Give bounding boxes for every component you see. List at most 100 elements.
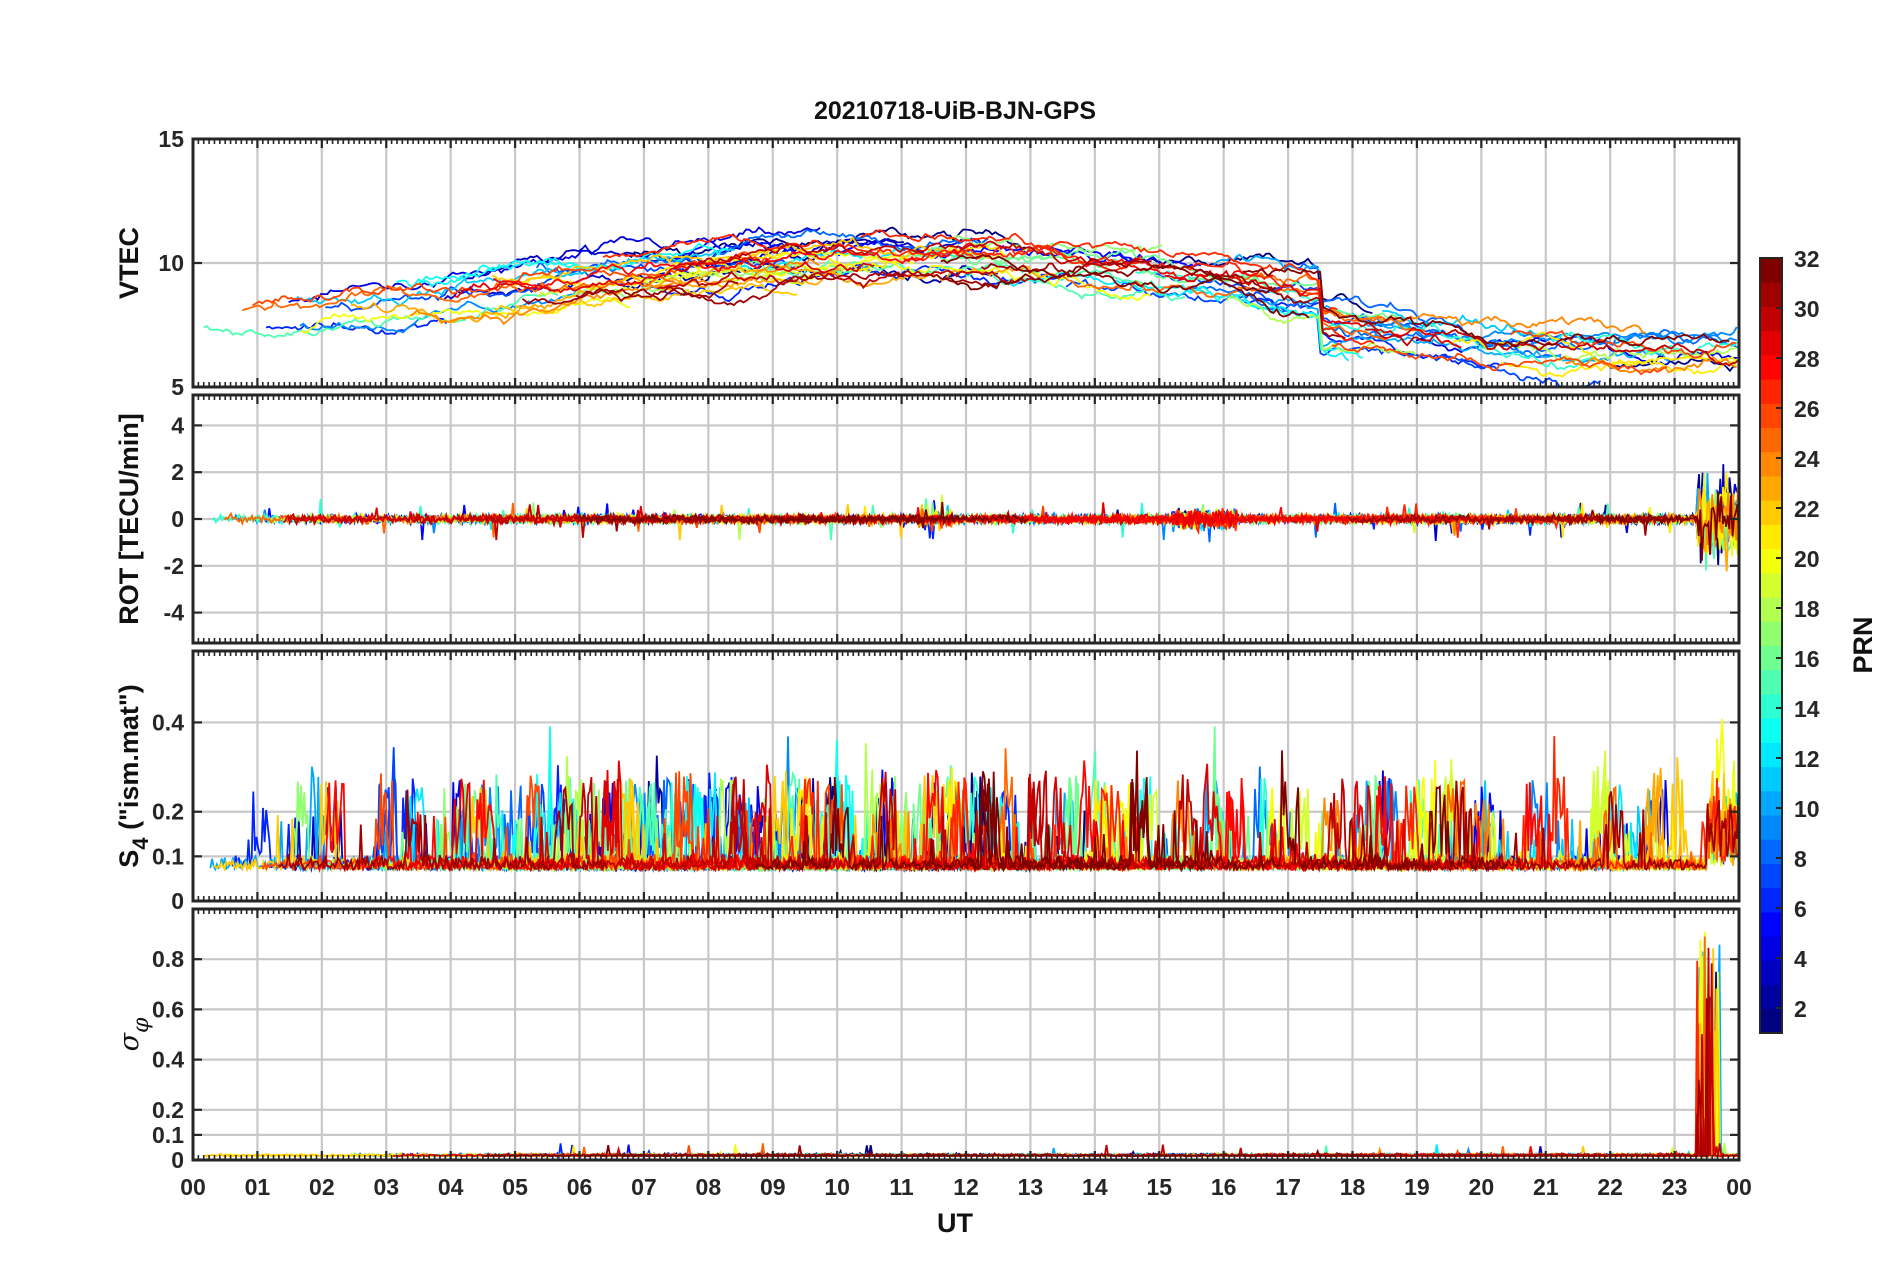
series-line-prn-16 (747, 251, 1270, 284)
series-line-prn-28 (492, 242, 987, 292)
series-line-prn-29 (454, 256, 874, 299)
colorbar-swatch (1760, 597, 1782, 622)
colorbar-tick-label: 26 (1794, 396, 1820, 422)
colorbar-swatch (1760, 984, 1782, 1010)
colorbar-swatch (1760, 790, 1782, 816)
y-tick-label: 0.4 (152, 709, 184, 735)
colorbar-swatch (1760, 742, 1782, 768)
x-tick-label: 07 (631, 1174, 657, 1200)
sigma_phi-grid (193, 909, 1739, 1160)
x-tick-label: 21 (1533, 1174, 1559, 1200)
colorbar-tick-label: 16 (1794, 646, 1820, 672)
y-tick-label: 0 (171, 888, 184, 914)
series-line-prn-25 (1335, 936, 1723, 1158)
series-line-prn-9 (1444, 951, 1739, 1158)
series-line-prn-25 (1045, 272, 1388, 341)
series-line-prn-20 (1363, 931, 1738, 1158)
x-tick-label: 12 (953, 1174, 979, 1200)
x-axis-label: UT (937, 1208, 973, 1238)
colorbar-swatch (1760, 354, 1782, 380)
y-tick-label: 4 (171, 412, 184, 438)
series-line-prn-7 (1065, 278, 1602, 387)
colorbar-tick-label: 32 (1794, 246, 1820, 272)
y-tick-label: 0.1 (152, 843, 184, 869)
series-line-prn-26 (1331, 342, 1668, 376)
s4-x-ticks (191, 651, 1741, 901)
x-tick-label: 00 (1726, 1174, 1752, 1200)
sigma_phi-y-ticks: 00.10.2 0.4 0.6 0.8 (152, 946, 1739, 1173)
y-label-main: S (114, 850, 144, 868)
x-tick-label: 18 (1340, 1174, 1366, 1200)
x-tick-label: 11 (889, 1174, 914, 1200)
x-tick-label: 02 (309, 1174, 335, 1200)
series-line-prn-32 (755, 771, 1214, 873)
colorbar-tick-label: 8 (1794, 846, 1807, 872)
colorbar-swatch (1760, 815, 1782, 840)
series-line-prn-32 (576, 509, 961, 527)
y-tick-label: 2 (171, 459, 184, 485)
sigma_phi-y-axis-label: σφ (114, 1017, 154, 1051)
colorbar-swatch (1760, 960, 1782, 986)
sigma_phi-series (204, 931, 1739, 1160)
series-line-prn-6 (1239, 297, 1507, 370)
rot-y-axis-label: ROT [TECU/min] (114, 413, 144, 624)
colorbar-swatch (1760, 766, 1782, 792)
x-tick-label: 08 (696, 1174, 722, 1200)
colorbar-swatch (1760, 669, 1782, 695)
series-line-prn-26 (1509, 329, 1737, 359)
colorbar-swatch (1760, 403, 1782, 429)
colorbar-swatch (1760, 718, 1782, 743)
colorbar-swatch (1760, 379, 1782, 404)
series-line-prn-21 (1463, 472, 1739, 555)
colorbar-tick-label: 12 (1794, 746, 1820, 772)
colorbar-swatch (1760, 693, 1782, 719)
colorbar-swatch (1760, 1008, 1782, 1034)
series-line-prn-21 (1500, 357, 1738, 378)
colorbar-swatch (1760, 427, 1782, 453)
vtec-x-ticks (191, 139, 1741, 387)
series-line-prn-30 (718, 771, 1066, 873)
y-tick-label: 0.1 (152, 1122, 184, 1148)
x-tick-label: 06 (567, 1174, 593, 1200)
x-tick-label: 17 (1275, 1174, 1301, 1200)
y-tick-label: 5 (171, 374, 184, 400)
y-tick-label: 0 (171, 1147, 184, 1173)
x-tick-label: 22 (1597, 1174, 1623, 1200)
colorbar-swatch (1760, 863, 1782, 889)
colorbar-swatch (1760, 572, 1782, 598)
colorbar-tick-label: 28 (1794, 346, 1820, 372)
series-line-prn-20 (745, 254, 914, 278)
y-label-main: σ (114, 1031, 145, 1051)
y-tick-label: 15 (158, 126, 184, 152)
series-line-prn-30 (532, 776, 831, 873)
series-line-prn-20 (650, 250, 1151, 301)
series-line-prn-24 (1316, 279, 1646, 334)
colorbar-swatch (1760, 911, 1782, 937)
colorbar-swatch (1760, 306, 1782, 332)
s4-y-ticks: 0 0.1 0.2 0.4 (152, 709, 1739, 914)
y-label-sub: φ (129, 1017, 154, 1033)
colorbar-swatch (1760, 451, 1782, 477)
colorbar-tick-label: 10 (1794, 796, 1820, 822)
colorbar-swatch (1760, 887, 1782, 913)
rot-series (211, 464, 1739, 572)
sigma_phi-x-ticks (191, 909, 1741, 1160)
series-line-prn-30 (656, 269, 1035, 290)
series-line-prn-10 (1259, 297, 1670, 364)
colorbar-swatch (1760, 839, 1782, 864)
y-tick-label: 10 (158, 250, 184, 276)
rot-x-ticks (191, 395, 1741, 643)
series-line-prn-25 (1234, 272, 1426, 333)
series-line-prn-19 (1398, 473, 1739, 553)
series-line-prn-22 (494, 282, 798, 315)
panel-vtec: 5 10 15 VTEC (114, 126, 1741, 400)
series-line-prn-20 (301, 297, 631, 334)
vtec-y-axis-label: VTEC (114, 227, 144, 299)
colorbar-tick-label: 4 (1794, 946, 1807, 972)
series-line-prn-32 (1596, 491, 1739, 561)
colorbar-tick-label: 18 (1794, 596, 1820, 622)
colorbar-tick-label: 14 (1794, 696, 1820, 722)
y-tick-label: -4 (164, 600, 185, 626)
series-line-prn-29 (402, 778, 746, 873)
